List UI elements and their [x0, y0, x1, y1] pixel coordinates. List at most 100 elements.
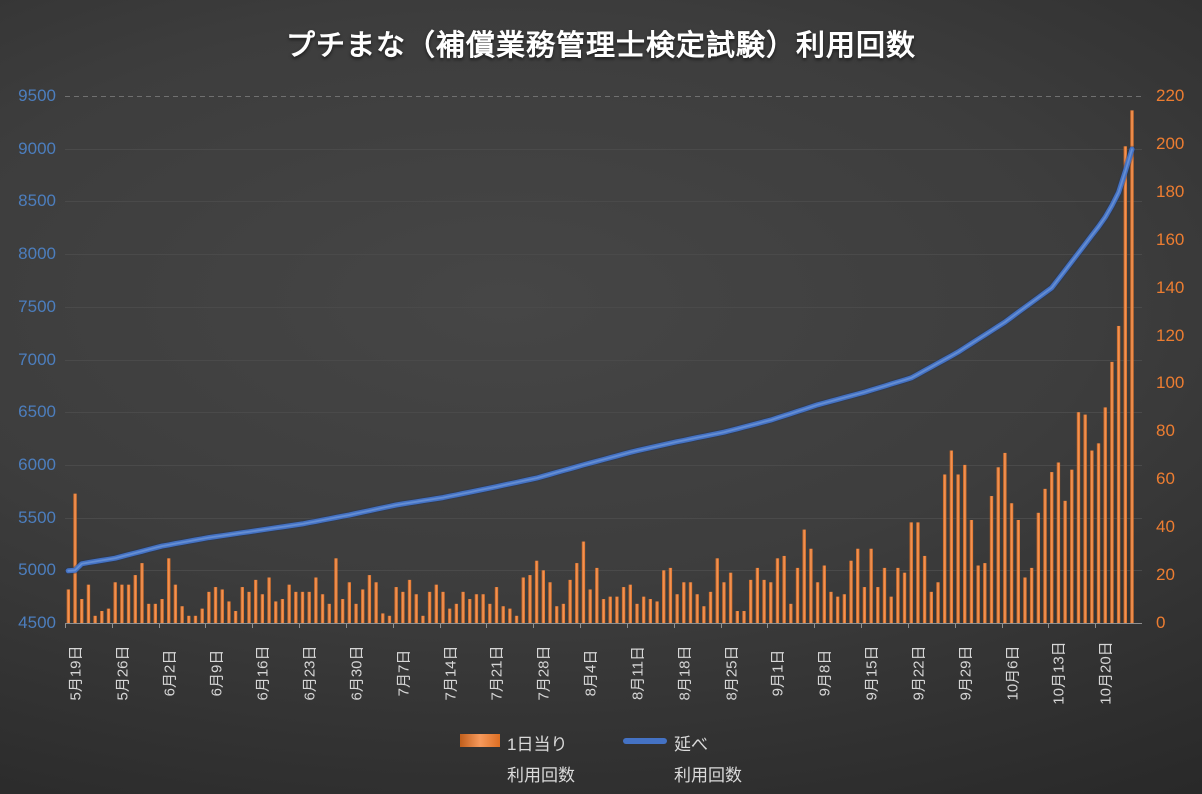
bar	[1116, 325, 1121, 623]
bar	[856, 548, 860, 623]
x-axis-tick-label-text: 5月26日	[114, 645, 132, 701]
bar	[381, 613, 385, 623]
bar-series-swatch	[460, 734, 500, 747]
cumulative-line-highlight	[67, 148, 1133, 572]
legend-item-cumulative: 延べ 利用回数	[623, 729, 742, 791]
bar	[528, 575, 532, 623]
bar	[213, 587, 218, 623]
bar	[889, 596, 893, 623]
x-axis-tick-label-text: 6月23日	[301, 645, 319, 701]
bar	[1009, 503, 1014, 623]
bar	[969, 520, 974, 623]
left-axis-tick-label: 9000	[18, 138, 56, 158]
bar	[929, 591, 933, 623]
chart-title: プチまな（補償業務管理士検定試験）利用回数	[285, 30, 916, 62]
x-axis-tick-label-text: 9月1日	[769, 649, 787, 697]
bar	[320, 594, 325, 623]
bar	[769, 582, 773, 623]
x-axis-tick-label-text: 7月7日	[395, 649, 413, 697]
bar	[193, 615, 198, 623]
bar	[575, 563, 579, 623]
bar	[100, 611, 104, 623]
bar	[227, 601, 231, 623]
bar	[902, 572, 907, 623]
bar	[508, 608, 512, 623]
bar	[963, 464, 967, 623]
bar	[795, 567, 800, 623]
bar	[394, 587, 398, 623]
right-axis-tick-label: 200	[1156, 133, 1185, 153]
bar	[762, 579, 766, 623]
x-axis-tick-label-text: 9月29日	[957, 645, 975, 701]
x-axis-tick-label-text: 8月11日	[629, 646, 647, 700]
bar	[775, 558, 780, 623]
bar	[936, 582, 940, 623]
bar	[956, 474, 960, 623]
bar	[294, 591, 298, 623]
bar	[334, 558, 338, 623]
bar	[66, 589, 71, 623]
bar	[441, 591, 445, 623]
x-axis-tick-label-text: 10月13日	[1050, 641, 1068, 705]
bar	[635, 603, 639, 623]
bar	[247, 591, 251, 623]
right-axis-tick-label: 60	[1156, 469, 1175, 489]
bar	[1063, 500, 1067, 623]
legend-item-daily: 1日当り 利用回数	[460, 729, 575, 791]
bar	[909, 522, 913, 623]
bar	[434, 584, 438, 623]
bar	[655, 601, 659, 623]
bar	[1056, 462, 1061, 623]
bar	[260, 594, 265, 623]
left-axis-tick-label: 5500	[18, 507, 56, 527]
bar	[608, 596, 612, 623]
bar	[187, 615, 191, 623]
bar	[862, 587, 867, 623]
bar	[501, 606, 505, 623]
bar	[106, 608, 111, 623]
bar	[742, 611, 746, 623]
bar	[789, 603, 793, 623]
x-axis-tick-label-text: 7月21日	[488, 645, 506, 701]
bar	[715, 558, 719, 623]
right-axis-tick-label: 100	[1156, 373, 1185, 393]
bar	[882, 567, 887, 623]
bar	[983, 563, 987, 623]
bar	[521, 577, 525, 623]
bar	[581, 541, 586, 623]
bar	[133, 575, 137, 623]
bar	[668, 567, 673, 623]
bar	[802, 529, 806, 623]
bar	[173, 584, 178, 623]
bar	[160, 599, 164, 623]
bar	[1110, 361, 1114, 623]
right-axis-tick-label: 0	[1156, 613, 1166, 632]
bar	[220, 589, 224, 623]
bar	[688, 582, 693, 623]
bar	[1130, 110, 1134, 624]
bar	[233, 611, 238, 623]
left-axis-tick-label: 8500	[18, 191, 56, 211]
legend: 1日当り 利用回数 延べ 利用回数	[0, 729, 1202, 791]
legend-label-daily: 1日当り 利用回数	[507, 729, 575, 791]
x-axis-tick-label-text: 10月20日	[1097, 641, 1115, 705]
bar	[1083, 414, 1087, 623]
bar	[662, 570, 666, 623]
x-axis-tick-label-text: 8月18日	[676, 645, 694, 701]
bar	[200, 608, 204, 623]
bar	[427, 591, 432, 623]
bar	[695, 594, 699, 623]
bar	[722, 582, 726, 623]
left-axis-tick-label: 7500	[18, 296, 56, 316]
bar	[1023, 577, 1027, 623]
bar	[314, 577, 318, 623]
right-axis-tick-label: 160	[1156, 229, 1185, 249]
bar	[809, 548, 813, 623]
bar	[126, 584, 131, 623]
bar	[916, 522, 920, 623]
bar	[1090, 450, 1094, 623]
left-axis-tick-label: 4500	[18, 613, 56, 632]
left-axis-tick-label: 8000	[18, 244, 56, 264]
bar	[307, 591, 311, 623]
